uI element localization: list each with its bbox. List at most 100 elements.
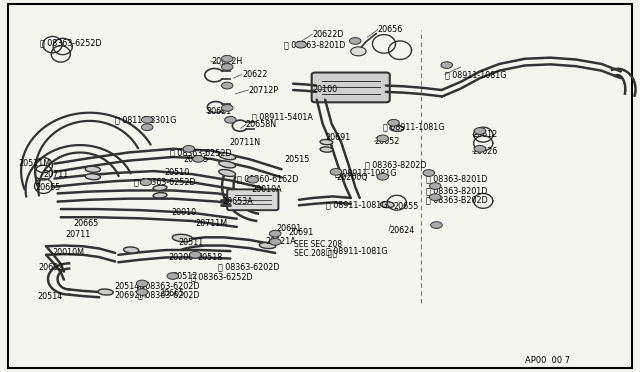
- Text: 20652: 20652: [374, 137, 400, 146]
- Ellipse shape: [219, 170, 236, 176]
- Text: 20200: 20200: [168, 253, 193, 262]
- Circle shape: [189, 251, 201, 258]
- Text: Ⓗ 08911-1081G: Ⓗ 08911-1081G: [335, 168, 396, 177]
- Circle shape: [247, 176, 259, 183]
- Text: Ⓢ 08363-6252D: Ⓢ 08363-6252D: [170, 148, 231, 157]
- Text: 20665: 20665: [159, 289, 184, 298]
- Circle shape: [141, 116, 153, 123]
- Ellipse shape: [153, 185, 167, 190]
- Circle shape: [330, 169, 342, 175]
- Ellipse shape: [85, 166, 100, 172]
- Text: Ⓗ 08911-5401A: Ⓗ 08911-5401A: [252, 113, 313, 122]
- Circle shape: [351, 47, 366, 56]
- Circle shape: [221, 105, 233, 111]
- Text: 20514: 20514: [37, 292, 62, 301]
- Text: Ⓗ 08911-1081G: Ⓗ 08911-1081G: [383, 123, 444, 132]
- Circle shape: [225, 116, 236, 123]
- Circle shape: [221, 55, 233, 62]
- Circle shape: [141, 124, 153, 131]
- Circle shape: [429, 183, 441, 189]
- Text: 20712P: 20712P: [248, 86, 278, 94]
- Text: 20665: 20665: [74, 219, 99, 228]
- Text: 20711: 20711: [65, 230, 90, 239]
- Text: 20691: 20691: [325, 133, 350, 142]
- Text: 20653A: 20653A: [222, 197, 253, 206]
- Text: Ⓢ 08363-6252D: Ⓢ 08363-6252D: [134, 178, 196, 187]
- Text: 20691: 20691: [289, 228, 314, 237]
- Ellipse shape: [172, 234, 193, 242]
- Text: 20621A: 20621A: [266, 237, 296, 246]
- Circle shape: [431, 222, 442, 228]
- Text: 20612: 20612: [472, 130, 497, 139]
- Text: Ⓢ 08363-6252D: Ⓢ 08363-6252D: [191, 272, 252, 281]
- Ellipse shape: [98, 289, 113, 295]
- Text: 20010: 20010: [172, 208, 196, 217]
- Text: Ⓗ 08911-1081G: Ⓗ 08911-1081G: [445, 70, 506, 79]
- Ellipse shape: [320, 140, 333, 145]
- Text: 20200Q: 20200Q: [336, 173, 367, 182]
- Text: 20510: 20510: [164, 168, 189, 177]
- Text: 20010M: 20010M: [52, 248, 84, 257]
- Text: Ⓢ 08116-8301G: Ⓢ 08116-8301G: [115, 115, 177, 124]
- Text: Ⓢ 08363-8201D: Ⓢ 08363-8201D: [284, 40, 345, 49]
- FancyBboxPatch shape: [227, 189, 278, 210]
- Text: 20626: 20626: [472, 147, 497, 156]
- Text: 20602: 20602: [38, 263, 63, 272]
- Ellipse shape: [153, 193, 167, 198]
- Circle shape: [183, 145, 195, 152]
- Circle shape: [269, 238, 281, 245]
- Ellipse shape: [380, 202, 394, 208]
- Text: 20514N: 20514N: [114, 282, 145, 291]
- Circle shape: [136, 289, 148, 295]
- Text: Ⓢ 08363-6202D: Ⓢ 08363-6202D: [138, 290, 199, 299]
- Ellipse shape: [219, 153, 236, 160]
- Text: 20511M: 20511M: [18, 159, 50, 168]
- Ellipse shape: [219, 161, 236, 168]
- Circle shape: [377, 173, 388, 180]
- Text: Ⓢ 08363-8201D: Ⓢ 08363-8201D: [426, 186, 487, 195]
- Text: 20658N: 20658N: [246, 120, 277, 129]
- Text: 20100: 20100: [312, 85, 337, 94]
- Circle shape: [140, 179, 152, 186]
- Text: 20624: 20624: [389, 226, 414, 235]
- Text: SEC.208 参照: SEC.208 参照: [294, 248, 337, 257]
- Text: 20515: 20515: [284, 155, 310, 164]
- Circle shape: [136, 280, 148, 287]
- Text: 20622H: 20622H: [211, 57, 243, 66]
- Ellipse shape: [390, 125, 404, 131]
- Circle shape: [377, 135, 388, 142]
- Text: 20511: 20511: [178, 238, 203, 247]
- Text: Ⓢ 08363-6202D: Ⓢ 08363-6202D: [218, 263, 279, 272]
- Text: Ⓢ 08360-6162D: Ⓢ 08360-6162D: [237, 174, 298, 183]
- Text: Ⓢ 08363-B202D: Ⓢ 08363-B202D: [426, 196, 487, 205]
- Text: Ⓢ 08363-8201D: Ⓢ 08363-8201D: [426, 174, 487, 183]
- Circle shape: [429, 194, 441, 201]
- Text: 20010A: 20010A: [252, 185, 282, 194]
- Text: Ⓢ 08363-6202D: Ⓢ 08363-6202D: [138, 281, 199, 290]
- Ellipse shape: [320, 147, 333, 152]
- Text: 20711N: 20711N: [229, 138, 260, 147]
- Text: 20711M: 20711M: [196, 219, 228, 228]
- Ellipse shape: [124, 247, 139, 253]
- Circle shape: [474, 145, 486, 152]
- Text: 20691: 20691: [276, 224, 301, 233]
- Text: Ⓢ 08363-8202D: Ⓢ 08363-8202D: [365, 160, 426, 169]
- Text: 20622: 20622: [242, 70, 268, 79]
- Circle shape: [474, 128, 486, 134]
- Circle shape: [295, 41, 307, 48]
- Text: Ⓗ 08911-1081G: Ⓗ 08911-1081G: [326, 247, 388, 256]
- Text: 20656: 20656: [378, 25, 403, 34]
- Text: 20711: 20711: [44, 170, 68, 179]
- Circle shape: [269, 230, 281, 237]
- FancyBboxPatch shape: [312, 73, 390, 102]
- Text: 20655: 20655: [394, 202, 419, 211]
- Ellipse shape: [85, 174, 100, 180]
- Text: AP00  00 7: AP00 00 7: [525, 356, 570, 365]
- Text: Ⓢ 08363-6252D: Ⓢ 08363-6252D: [40, 38, 101, 47]
- Circle shape: [423, 170, 435, 176]
- Circle shape: [193, 155, 204, 162]
- Text: 20665: 20665: [183, 155, 208, 164]
- Text: 20692M: 20692M: [114, 291, 146, 300]
- Text: 20518: 20518: [198, 253, 223, 262]
- Circle shape: [441, 62, 452, 68]
